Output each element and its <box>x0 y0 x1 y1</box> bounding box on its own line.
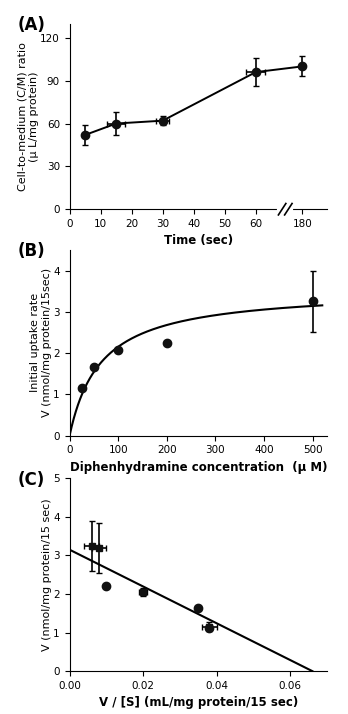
Y-axis label: V (nmol/mg protein/15 sec): V (nmol/mg protein/15 sec) <box>42 498 52 651</box>
Y-axis label: Cell-to-medium (C/M) ratio
(μ L/mg protein): Cell-to-medium (C/M) ratio (μ L/mg prote… <box>17 42 39 191</box>
Text: (A): (A) <box>18 16 46 34</box>
Text: (B): (B) <box>18 243 46 261</box>
X-axis label: Time (sec): Time (sec) <box>164 234 233 248</box>
X-axis label: V / [S] (mL/mg protein/15 sec): V / [S] (mL/mg protein/15 sec) <box>99 696 298 710</box>
Text: (C): (C) <box>18 471 45 488</box>
Y-axis label: Initial uptake rate
V (nmol/mg protein/15sec): Initial uptake rate V (nmol/mg protein/1… <box>30 268 52 417</box>
X-axis label: Diphenhydramine concentration  (μ M): Diphenhydramine concentration (μ M) <box>70 461 327 474</box>
